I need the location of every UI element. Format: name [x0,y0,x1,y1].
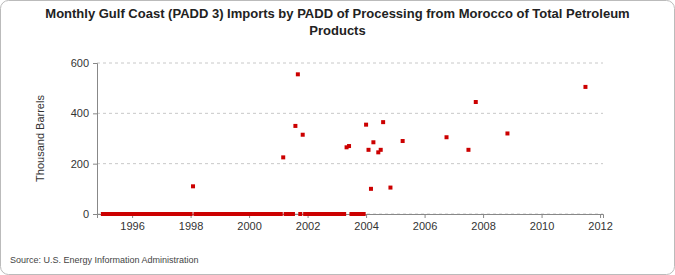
tick: 1996 [120,214,144,232]
point [281,155,285,159]
tick-label: 600 [71,57,89,69]
point [364,123,368,127]
tick: 1998 [179,214,203,232]
tick-mark [93,113,97,114]
x-axis: 1996 1998 2000 2002 2004 2006 2008 2010 2012 [98,214,613,232]
tick-mark [93,63,97,64]
point [401,139,405,143]
tick-label: 2002 [296,220,320,232]
y-axis: 0 200 400 600 [71,57,98,220]
tick-mark [93,164,97,165]
tick-mark [483,214,484,218]
background [1,1,675,275]
tick-label: 2012 [588,220,612,232]
tick: 2000 [237,214,261,232]
tick: 400 [71,107,97,119]
tick-mark [600,214,601,218]
grid-line [97,113,603,114]
point [466,148,470,152]
tick-label: 2008 [471,220,495,232]
point [474,100,478,104]
tick-label: 400 [71,107,89,119]
tick: 600 [71,57,97,69]
point [279,212,283,216]
source: Source: U.S. Energy Information Administ… [10,255,199,265]
tick-label: 2000 [237,220,261,232]
axis-line [93,64,98,215]
y-axis-title: Thousand Barrels [34,95,46,182]
tick: 2010 [530,214,554,232]
tick-label: 2004 [354,220,378,232]
tick-mark [366,214,367,218]
point [296,72,300,76]
point [191,184,195,188]
point [583,85,587,89]
point [367,148,371,152]
tick-mark [425,214,426,218]
tick-label: 2010 [530,220,554,232]
point [189,212,193,216]
point [388,186,392,190]
point [301,133,305,137]
tick: 2006 [413,214,437,232]
tick-label: 200 [71,158,89,170]
tick: 200 [71,158,97,170]
point [445,135,449,139]
point [291,212,295,216]
point [369,187,373,191]
tick: 2002 [296,214,320,232]
tick-label: 0 [83,208,89,220]
plot: 0 200 400 600 1996 1998 2000 2002 2004 2006 2008 20… [71,57,613,232]
tick-label: 1996 [120,220,144,232]
tick: 2008 [471,214,495,232]
grid-line [97,63,603,64]
tick-mark [542,214,543,218]
point [381,120,385,124]
chart: 0 200 400 600 1996 1998 2000 2002 2004 2006 2008 20… [0,0,675,275]
point [342,212,346,216]
tick: 2004 [354,214,378,232]
grid-line [97,163,603,164]
tick: 2012 [588,214,612,232]
title: Monthly Gulf Coast (PADD 3) Imports by P… [45,6,629,38]
tick-label: 2006 [413,220,437,232]
point [379,148,383,152]
point [347,144,351,148]
tick-label: 1998 [179,220,203,232]
point [505,131,509,135]
point [293,124,297,128]
point [362,212,366,216]
points [101,72,588,216]
point [298,212,302,216]
tick-mark [93,214,97,215]
point [371,140,375,144]
tick: 0 [83,208,97,220]
